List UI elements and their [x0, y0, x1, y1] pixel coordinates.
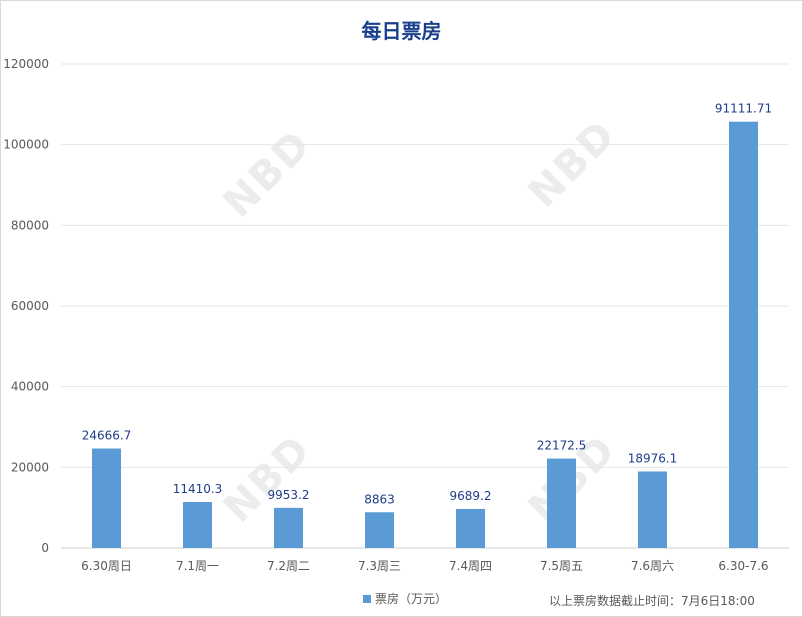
chart-title: 每日票房	[361, 19, 442, 43]
data-label: 9953.2	[268, 488, 310, 502]
x-tick-label: 7.1周一	[176, 559, 219, 573]
legend: 票房（万元）	[363, 590, 447, 607]
bar	[365, 512, 394, 548]
data-label: 22172.5	[537, 439, 587, 453]
y-tick-label: 80000	[11, 218, 49, 232]
footnote: 以上票房数据截止时间：7月6日18:00	[549, 594, 755, 608]
legend-label: 票房（万元）	[375, 592, 448, 606]
y-tick-label: 60000	[11, 299, 49, 313]
y-tick-label: 120000	[3, 57, 49, 71]
bar	[638, 471, 667, 548]
bar	[456, 508, 485, 548]
bar	[729, 121, 758, 548]
bar	[547, 458, 576, 548]
data-label: 24666.7	[82, 429, 132, 443]
x-tick-label: 7.4周四	[449, 559, 492, 573]
x-tick-label: 7.2周二	[267, 559, 310, 573]
data-label: 91111.71	[715, 102, 772, 116]
x-tick-label: 7.5周五	[540, 559, 583, 573]
bar	[92, 448, 121, 548]
data-label: 11410.3	[173, 482, 223, 496]
x-tick-label: 7.3周三	[358, 559, 401, 573]
data-label: 8863	[364, 492, 395, 506]
data-label: 18976.1	[628, 451, 678, 465]
y-tick-label: 40000	[11, 380, 49, 394]
x-tick-label: 6.30-7.6	[718, 559, 768, 573]
data-label: 9689.2	[450, 489, 492, 503]
y-tick-label: 20000	[11, 460, 49, 474]
bar	[274, 507, 303, 548]
x-tick-label: 7.6周六	[631, 559, 674, 573]
bar	[183, 501, 212, 548]
y-tick-label: 100000	[3, 138, 49, 152]
x-tick-label: 6.30周日	[81, 559, 132, 573]
legend-swatch	[363, 594, 371, 603]
y-tick-label: 0	[41, 541, 49, 555]
